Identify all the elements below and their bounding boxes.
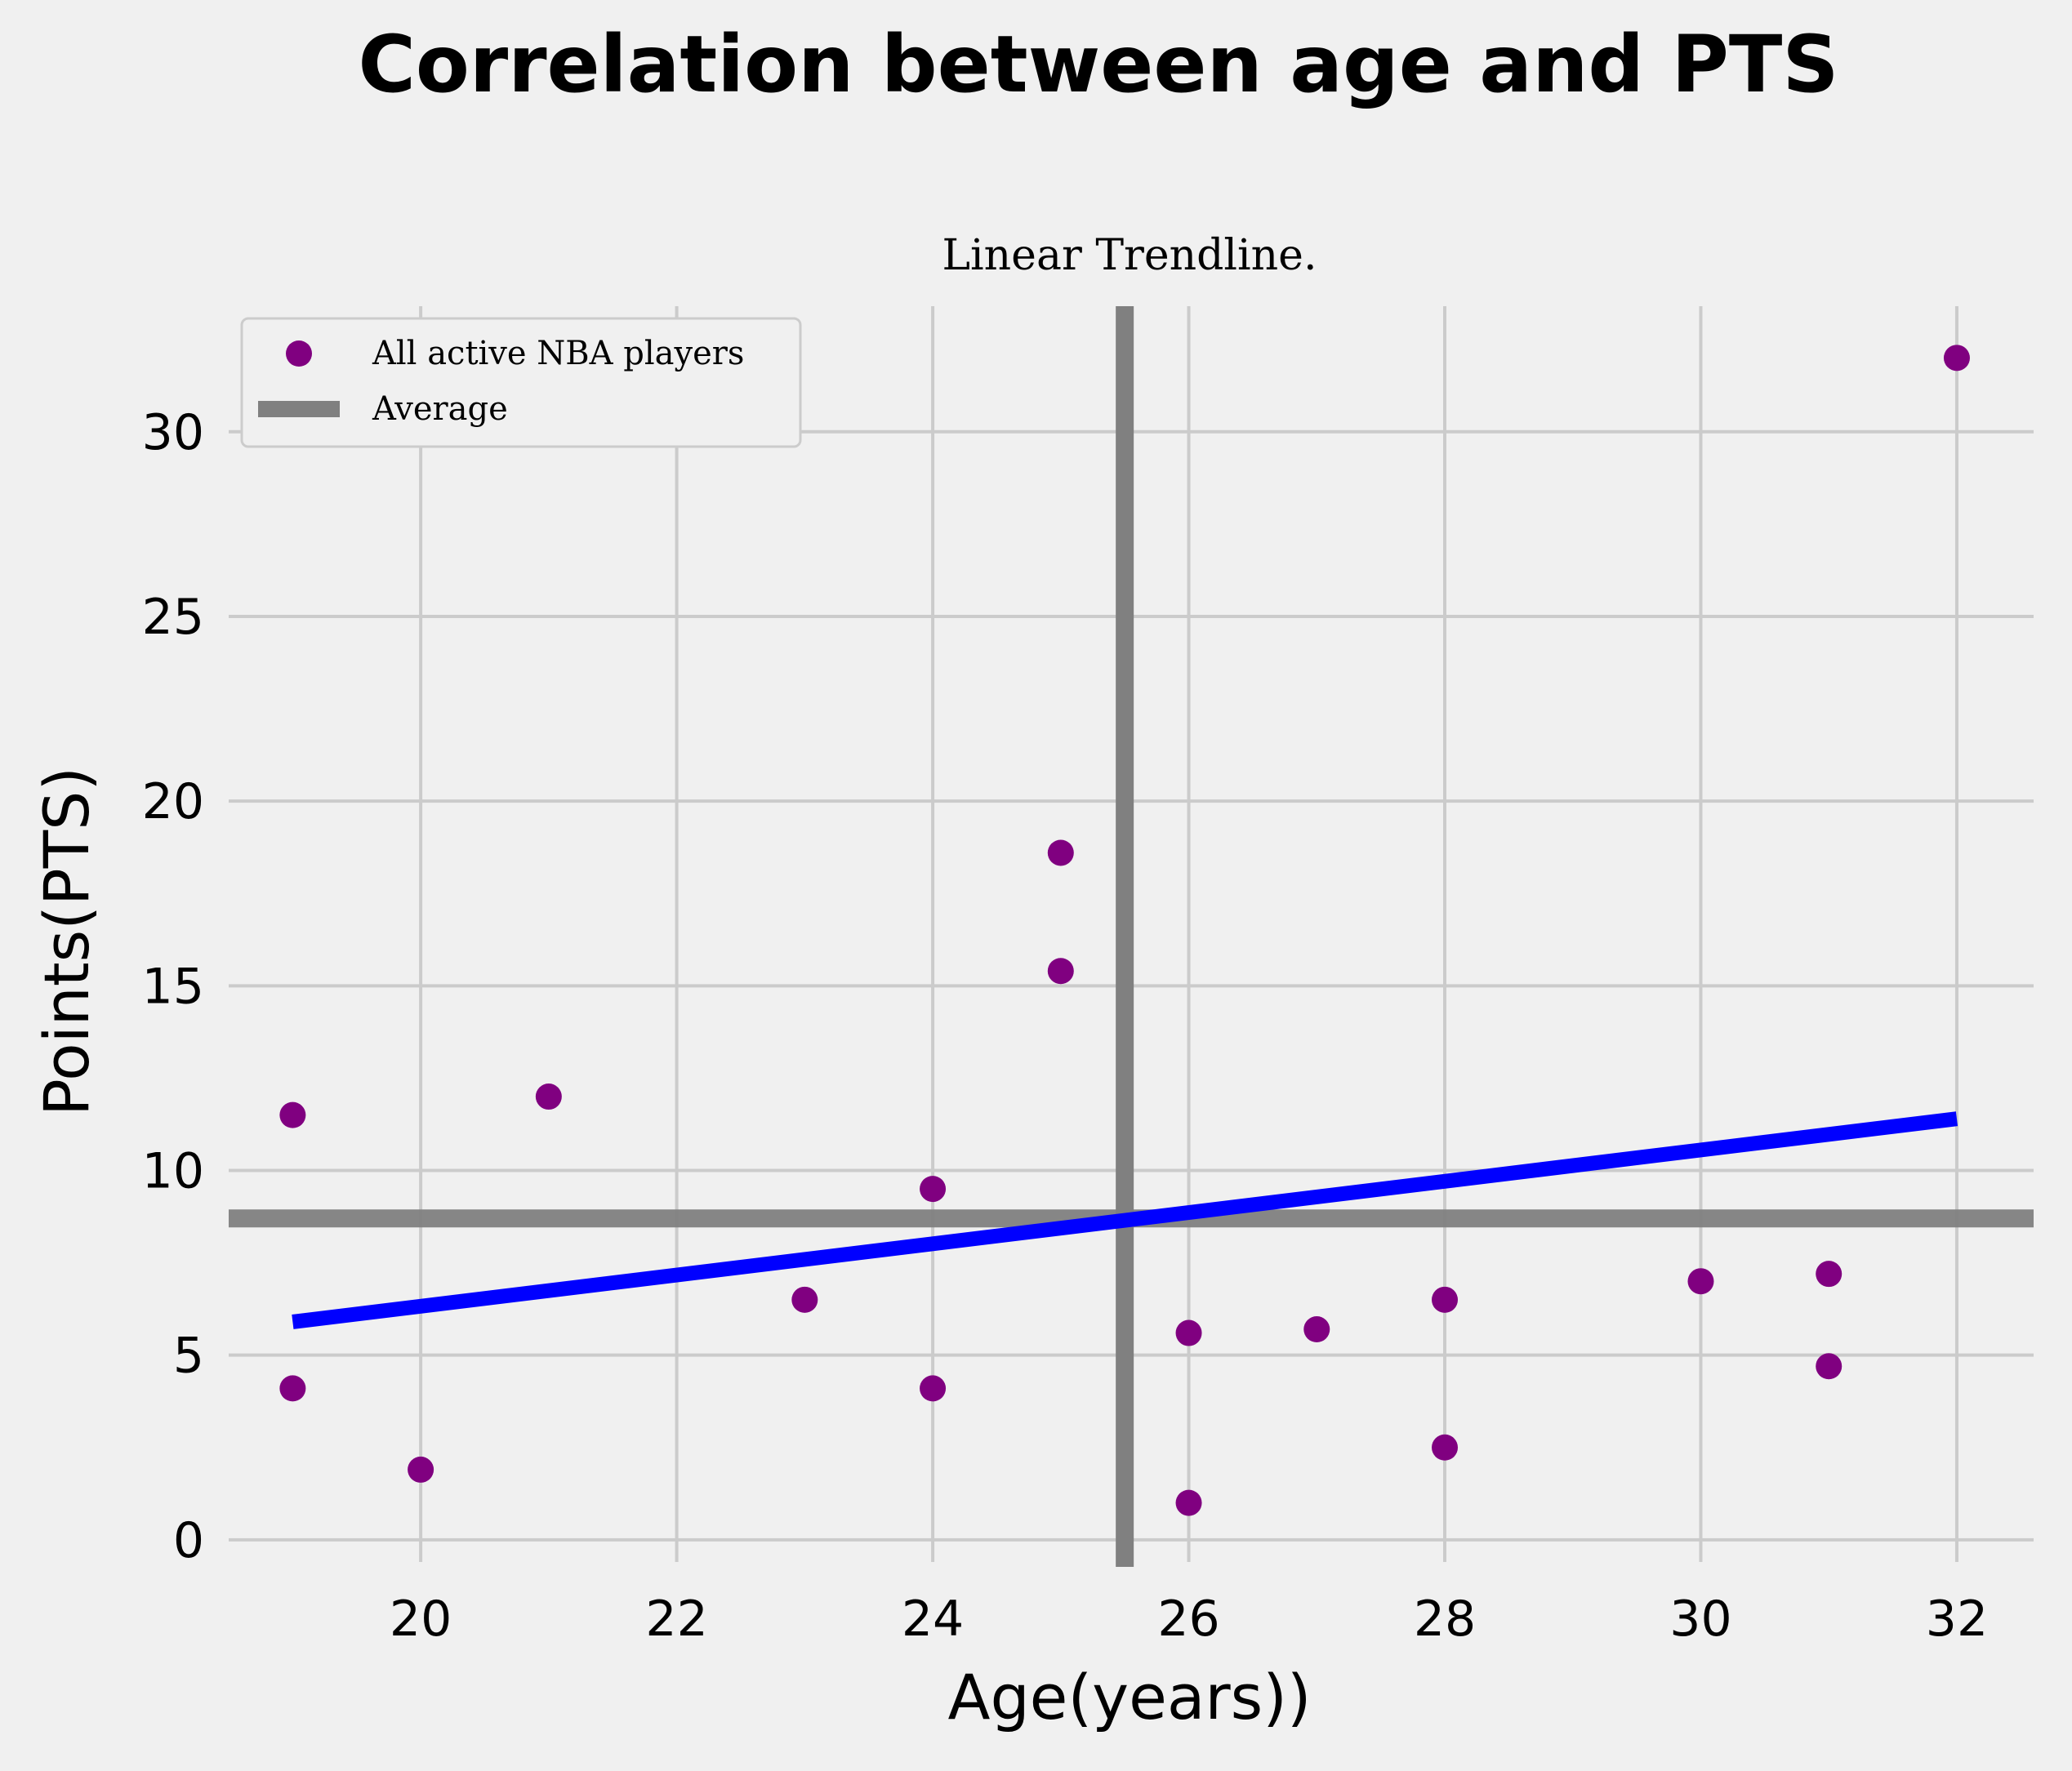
legend-label-players: All active NBA players xyxy=(372,335,744,372)
chart-subtitle: Linear Trendline. xyxy=(942,231,1317,280)
legend-box xyxy=(240,317,802,448)
data-point xyxy=(1816,1261,1843,1288)
y-tick-label: 5 xyxy=(173,1328,204,1385)
legend-marker-players xyxy=(286,340,312,367)
x-axis-label: Age(years)) xyxy=(947,1661,1311,1733)
x-tick-label: 22 xyxy=(645,1591,707,1648)
data-point xyxy=(1943,345,1970,372)
x-tick-label: 26 xyxy=(1157,1591,1219,1648)
scatter-points xyxy=(279,345,1970,1516)
y-tick-label: 10 xyxy=(142,1143,204,1200)
y-axis-ticks: 0 5 10 15 20 25 30 xyxy=(142,404,204,1569)
y-tick-label: 15 xyxy=(142,958,204,1015)
data-point xyxy=(1432,1286,1459,1313)
y-tick-label: 0 xyxy=(173,1512,204,1569)
data-point xyxy=(408,1456,434,1483)
data-point xyxy=(1432,1434,1459,1461)
x-tick-label: 30 xyxy=(1669,1591,1731,1648)
legend-label-average: Average xyxy=(372,390,508,428)
linear-trendline xyxy=(292,1111,1958,1329)
x-tick-label: 28 xyxy=(1414,1591,1476,1648)
data-point xyxy=(279,1375,306,1402)
data-point xyxy=(1303,1316,1330,1343)
data-point xyxy=(279,1101,306,1128)
data-point xyxy=(1047,839,1074,866)
x-tick-label: 32 xyxy=(1926,1591,1988,1648)
data-point xyxy=(920,1375,947,1402)
data-point xyxy=(791,1286,818,1313)
trendline-layer xyxy=(292,1111,1958,1329)
chart-title: Correlation between age and PTS xyxy=(358,19,1838,110)
y-tick-label: 20 xyxy=(142,773,204,830)
data-point xyxy=(1816,1353,1843,1380)
data-point xyxy=(920,1176,947,1203)
x-axis-ticks: 20 22 24 26 28 30 32 xyxy=(390,1591,1988,1648)
data-point xyxy=(1687,1268,1714,1295)
x-tick-label: 24 xyxy=(902,1591,964,1648)
data-point xyxy=(1047,958,1074,985)
y-tick-label: 30 xyxy=(142,404,204,461)
y-tick-label: 25 xyxy=(142,589,204,646)
legend: All active NBA players Average xyxy=(240,317,802,448)
data-point xyxy=(535,1084,562,1110)
x-tick-label: 20 xyxy=(390,1591,452,1648)
data-point xyxy=(1175,1489,1202,1516)
data-point xyxy=(1175,1319,1202,1346)
y-axis-label: Points(PTS) xyxy=(30,767,103,1116)
